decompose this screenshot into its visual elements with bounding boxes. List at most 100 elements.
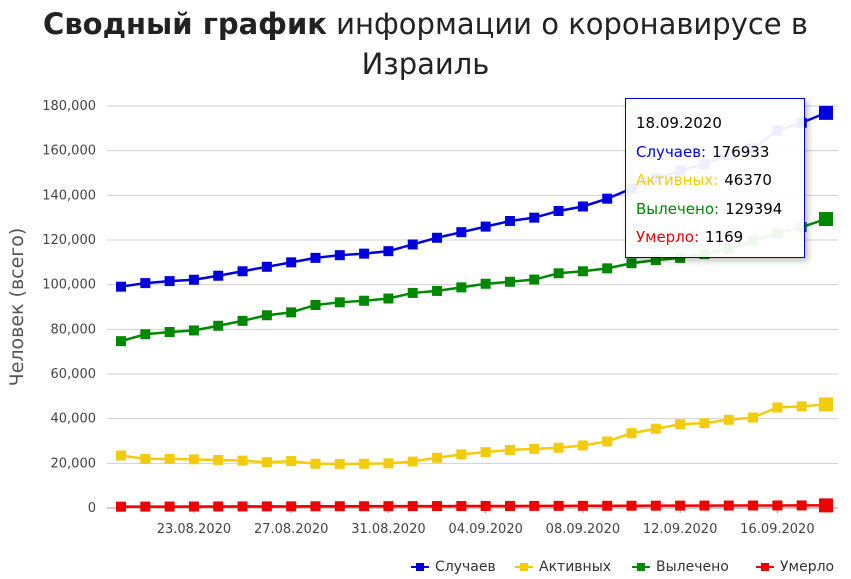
data-point — [723, 414, 734, 425]
tooltip-value: 176933 — [712, 142, 770, 161]
data-point — [650, 500, 661, 511]
data-point — [675, 419, 686, 430]
data-point — [796, 401, 807, 412]
data-point — [359, 295, 370, 306]
data-point — [772, 402, 783, 413]
data-point — [334, 250, 345, 261]
data-point — [261, 501, 272, 512]
data-point — [553, 500, 564, 511]
data-point — [504, 276, 515, 287]
data-point — [188, 454, 199, 465]
data-point — [772, 500, 783, 511]
data-point — [310, 501, 321, 512]
legend-item-deaths[interactable]: Умерло — [756, 556, 834, 578]
data-point — [383, 293, 394, 304]
data-point — [675, 500, 686, 511]
data-point — [432, 501, 443, 512]
series-line — [120, 504, 827, 508]
data-point — [699, 500, 710, 511]
data-point — [626, 500, 637, 511]
data-point — [748, 500, 759, 511]
x-tick-label: 16.09.2020 — [740, 522, 814, 537]
tooltip-row-active: Активных: 46370 — [636, 166, 804, 195]
data-point — [310, 252, 321, 263]
data-point — [116, 450, 126, 461]
y-tick-label: 100,000 — [42, 278, 96, 293]
data-point — [261, 457, 272, 468]
tooltip-label: Активных: — [636, 171, 719, 189]
data-point — [407, 239, 418, 250]
data-point — [383, 458, 394, 469]
tooltip-value: 46370 — [724, 171, 772, 189]
data-point — [286, 307, 297, 318]
tooltip-date: 18.09.2020 — [636, 114, 722, 132]
data-point — [237, 315, 248, 326]
data-point — [237, 266, 248, 277]
data-point — [407, 456, 418, 467]
data-point — [529, 500, 540, 511]
legend-label: Умерло — [780, 559, 835, 575]
chart-title-bold: Сводный график — [43, 7, 327, 41]
data-point — [407, 287, 418, 298]
data-point — [310, 458, 321, 469]
data-point — [456, 501, 467, 512]
data-point — [359, 458, 370, 469]
data-point — [650, 255, 661, 266]
data-point — [819, 498, 833, 513]
data-point — [140, 278, 151, 289]
data-point — [626, 428, 637, 439]
data-point — [213, 454, 224, 465]
data-point — [577, 500, 588, 511]
data-point — [286, 257, 297, 268]
x-tick-label: 31.08.2020 — [351, 522, 425, 537]
data-point — [748, 412, 759, 423]
data-point — [286, 501, 297, 512]
data-point — [723, 500, 734, 511]
data-point — [334, 297, 345, 308]
legend-item-cases[interactable]: Случаев — [411, 556, 496, 578]
x-tick-label: 12.09.2020 — [643, 522, 717, 537]
data-point — [359, 248, 370, 259]
x-tick-label: 27.08.2020 — [254, 522, 328, 537]
y-axis-label: Человек (всего) — [6, 228, 28, 387]
legend-item-active[interactable]: Активных — [515, 556, 611, 578]
y-tick-label: 40,000 — [51, 412, 97, 427]
data-point — [456, 227, 467, 238]
chart-title-rest: информации о коронавирусе в Израиль — [326, 7, 808, 81]
data-point — [140, 501, 151, 512]
data-point — [650, 423, 661, 434]
tooltip-label: Вылечено: — [636, 199, 720, 218]
data-point — [699, 418, 710, 429]
tooltip-label: Случаев: — [636, 142, 707, 161]
data-point — [188, 325, 199, 336]
data-point — [359, 501, 370, 512]
legend-swatch — [411, 562, 429, 572]
data-point — [237, 455, 248, 466]
tooltip-row-cases: Случаев: 176933 — [636, 138, 804, 167]
data-point — [237, 501, 248, 512]
y-tick-label: 160,000 — [42, 144, 96, 159]
data-point — [164, 501, 175, 512]
data-point — [213, 320, 224, 331]
x-tick-label: 08.09.2020 — [546, 522, 620, 537]
data-point — [213, 501, 224, 512]
x-tick-label: 04.09.2020 — [448, 522, 522, 537]
legend-item-recovered[interactable]: Вылечено — [632, 556, 729, 578]
data-point — [261, 310, 272, 321]
data-point — [188, 274, 199, 285]
data-point — [529, 274, 540, 285]
tooltip-value: 129394 — [725, 199, 783, 218]
data-point — [164, 453, 175, 464]
y-tick-label: 60,000 — [51, 367, 97, 382]
data-point — [553, 268, 564, 279]
data-point — [480, 278, 491, 289]
x-tick-label: 23.08.2020 — [157, 522, 231, 537]
data-point — [164, 276, 175, 287]
data-point — [480, 447, 491, 458]
data-point — [819, 105, 833, 120]
data-point — [456, 449, 467, 460]
data-point — [286, 456, 297, 467]
legend-label: Случаев — [435, 559, 496, 575]
tooltip-row-recovered: Вылечено: 129394 — [636, 195, 804, 224]
